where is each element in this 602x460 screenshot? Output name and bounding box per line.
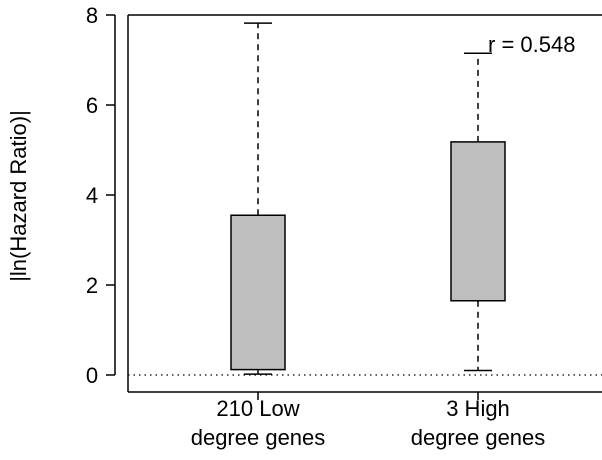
x-tick-label-line1: 210 Low [216, 396, 299, 421]
boxes-layer [230, 22, 506, 375]
y-tick-label: 0 [86, 363, 98, 388]
correlation-annotation: r = 0.548 [488, 32, 575, 57]
box-iqr [450, 141, 506, 302]
y-tick-label: 2 [86, 273, 98, 298]
y-tick-label: 6 [86, 93, 98, 118]
x-tick-label-line2: degree genes [411, 425, 546, 450]
box-group [230, 22, 286, 375]
box-group [450, 52, 506, 372]
y-axis: 0 2 4 6 8 [86, 3, 116, 388]
y-tick-label: 4 [86, 183, 98, 208]
plot-frame [127, 14, 602, 393]
x-tick-label-line2: degree genes [191, 425, 326, 450]
x-tick-label-line1: 3 High [446, 396, 510, 421]
box-iqr [230, 214, 286, 371]
y-tick-label: 8 [86, 3, 98, 28]
y-axis-label: |ln(Hazard Ratio)| [6, 110, 31, 282]
x-axis: 210 Low degree genes 3 High degree genes [191, 392, 546, 450]
